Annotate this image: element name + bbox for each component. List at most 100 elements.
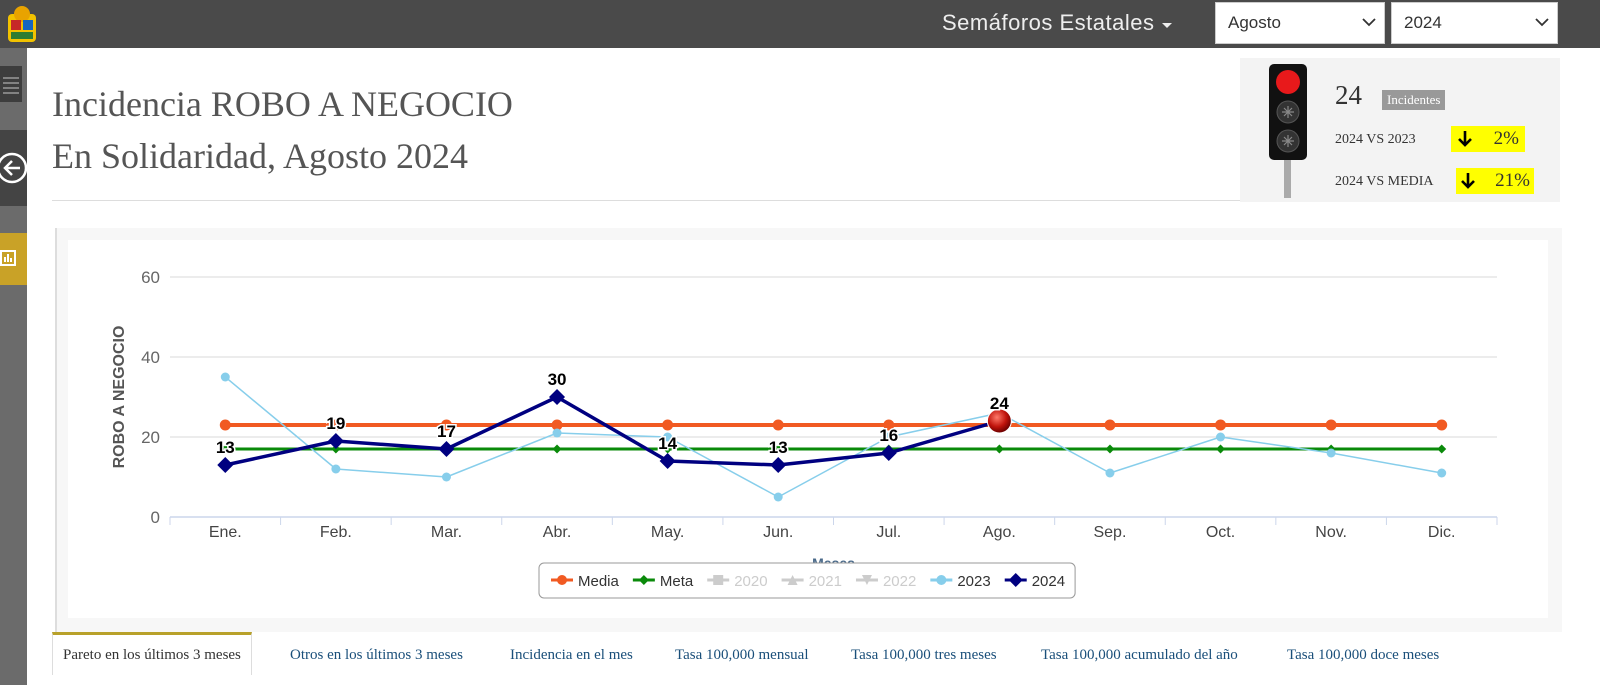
x-tick-label: Mar.	[431, 524, 462, 541]
back-button[interactable]	[0, 130, 28, 206]
marker	[219, 419, 231, 431]
data-label: 13	[769, 438, 788, 457]
marker	[1105, 444, 1115, 454]
legend-item[interactable]: Media	[551, 573, 620, 590]
y-tick-label: 40	[141, 348, 160, 367]
marker	[1105, 468, 1115, 478]
chart-icon	[0, 250, 16, 266]
legend-item[interactable]: 2024	[1004, 573, 1065, 590]
chevron	[1362, 18, 1376, 27]
data-label: 24	[990, 394, 1009, 413]
tab-bar: Pareto en los últimos 3 meses Otros en lo…	[52, 632, 1600, 685]
legend-item[interactable]: 2022	[855, 573, 916, 590]
comparison-value: 21%	[1495, 170, 1530, 191]
month-value: Agosto	[1228, 13, 1281, 32]
marker	[220, 444, 230, 454]
chevron	[1535, 18, 1549, 27]
logo-blue	[23, 20, 33, 30]
marker	[787, 575, 798, 585]
year-value: 2024	[1404, 13, 1442, 32]
legend-item[interactable]: 2023	[930, 573, 991, 590]
chart-button[interactable]	[0, 233, 27, 285]
header-title: Incidencia ROBO A NEGOCIO	[52, 84, 513, 124]
tab[interactable]: Incidencia en el mes	[510, 647, 633, 663]
incident-count: 24	[1335, 80, 1362, 110]
legend-item[interactable]: 2020	[707, 573, 768, 590]
marker	[770, 457, 787, 473]
top-bar: Semáforos Estatales Agosto 2024	[0, 0, 1600, 48]
legend-label: 2021	[809, 573, 842, 590]
y-tick-label: 60	[141, 268, 160, 287]
tab[interactable]: Otros en los últimos 3 meses	[290, 647, 463, 663]
y-tick-label: 20	[141, 428, 160, 447]
marker	[772, 419, 784, 431]
legend-box	[538, 562, 1076, 599]
marker	[713, 575, 724, 585]
legend-label: Media	[578, 573, 620, 590]
legend-label: Meta	[660, 573, 694, 590]
tab[interactable]: Tasa 100,000 doce meses	[1287, 647, 1440, 663]
legend-label: 2024	[1032, 573, 1065, 590]
legend-label: 2022	[883, 573, 916, 590]
marker	[638, 575, 649, 585]
chart: 0 20 40 60 Ene. Feb. Mar. Abr. May. Jun. Jul. Ago. S…	[111, 268, 1498, 599]
divider	[52, 200, 1240, 201]
comparison-badge: 2%	[1451, 126, 1525, 152]
sidebar	[0, 48, 28, 685]
year-select[interactable]: 2024	[1391, 2, 1558, 44]
x-tick-label: Oct.	[1206, 524, 1235, 541]
tab[interactable]: Tasa 100,000 tres meses	[851, 647, 997, 663]
data-label: 17	[437, 422, 456, 441]
data-label: 16	[879, 426, 898, 445]
marker	[1216, 444, 1226, 454]
marker	[1437, 444, 1447, 454]
series-line	[224, 395, 1000, 467]
x-tick-label: May.	[651, 524, 684, 541]
nav-title-text: Semáforos Estatales	[942, 10, 1155, 35]
logo-red	[11, 20, 21, 30]
tab[interactable]: Tasa 100,000 mensual	[675, 647, 809, 663]
x-tick-label: Feb.	[320, 524, 352, 541]
x-tick-label: Dic.	[1428, 524, 1456, 541]
tab[interactable]: Pareto en los últimos 3 meses	[52, 632, 252, 675]
marker	[994, 444, 1004, 454]
x-tick-label: Jul.	[876, 524, 901, 541]
marker	[552, 428, 562, 438]
comparison-label: 2024 VS MEDIA	[1335, 174, 1434, 189]
summary-box: 24 Incidentes 2024 VS 2023 2% 2024 VS ME…	[1240, 58, 1560, 202]
marker	[883, 419, 895, 431]
marker	[551, 419, 563, 431]
data-label: 13	[216, 438, 235, 457]
x-tick-label: Sep.	[1093, 524, 1126, 541]
marker	[441, 472, 451, 482]
marker	[861, 575, 872, 585]
marker	[330, 419, 342, 431]
logo-green	[11, 32, 33, 39]
month-select[interactable]: Agosto	[1215, 2, 1385, 44]
nav-title[interactable]: Semáforos Estatales	[942, 10, 1173, 36]
marker	[552, 444, 562, 454]
x-tick-label: Jun.	[763, 524, 793, 541]
marker	[936, 575, 947, 585]
marker	[773, 492, 783, 502]
tab[interactable]: Tasa 100,000 acumulado del año	[1041, 647, 1238, 663]
logo-sun	[14, 6, 30, 22]
legend-item[interactable]: Meta	[632, 573, 694, 590]
marker	[1325, 419, 1337, 431]
marker	[217, 457, 234, 473]
legend-item[interactable]: 2021	[781, 573, 842, 590]
comparison-value: 2%	[1493, 128, 1519, 149]
data-label: 14	[658, 434, 677, 453]
light-glyphs	[1282, 106, 1294, 147]
marker	[327, 433, 344, 449]
marker	[549, 389, 566, 405]
marker	[1008, 573, 1023, 587]
menu-button[interactable]	[0, 66, 22, 102]
marker	[1437, 468, 1447, 478]
marker	[884, 432, 894, 442]
logo[interactable]	[6, 4, 38, 44]
marker	[331, 464, 341, 474]
header: Incidencia ROBO A NEGOCIO En Solidaridad…	[52, 78, 513, 182]
incident-label: Incidentes	[1382, 90, 1446, 110]
legend: Media Meta 2020 2021 2022 2023 2024	[538, 562, 1076, 599]
